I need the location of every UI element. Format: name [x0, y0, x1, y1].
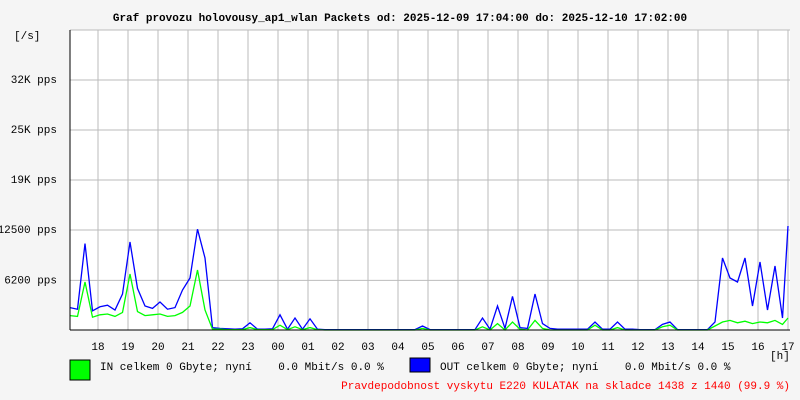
x-tick-label: 09 — [541, 342, 554, 354]
y-unit: [/s] — [14, 31, 40, 43]
chart-title: Graf provozu holovousy_ap1_wlan Packets … — [113, 13, 687, 25]
x-tick-label: 07 — [481, 342, 494, 354]
legend-swatch — [409, 357, 431, 373]
x-tick-label: 10 — [571, 342, 584, 354]
x-tick-label: 21 — [181, 342, 195, 354]
x-tick-label: 23 — [241, 342, 254, 354]
x-tick-label: 04 — [391, 342, 405, 354]
x-tick-label: 06 — [451, 342, 464, 354]
x-tick-label: 19 — [121, 342, 134, 354]
x-tick-label: 05 — [421, 342, 434, 354]
x-tick-label: 15 — [721, 342, 734, 354]
y-tick-label: 32K pps — [11, 75, 57, 87]
x-tick-label: 16 — [751, 342, 764, 354]
y-tick-label: 6200 pps — [4, 275, 57, 287]
footer-note: Pravdepodobnost vyskytu E220 KULATAK na … — [341, 381, 790, 393]
x-tick-label: 11 — [601, 342, 615, 354]
legend-label: IN celkem 0 Gbyte; nyní 0.0 Mbit/s 0.0 % — [100, 362, 384, 374]
x-tick-label: 12 — [631, 342, 644, 354]
x-tick-label: 17 — [781, 342, 794, 354]
x-tick-label: 00 — [271, 342, 284, 354]
x-tick-label: 20 — [151, 342, 164, 354]
legend-label: OUT celkem 0 Gbyte; nyní 0.0 Mbit/s 0.0 … — [440, 362, 731, 374]
x-tick-label: 14 — [691, 342, 705, 354]
legend-swatch — [69, 359, 91, 381]
x-tick-label: 22 — [211, 342, 224, 354]
x-tick-label: 18 — [91, 342, 104, 354]
y-tick-label: 19K pps — [11, 175, 57, 187]
x-tick-label: 13 — [661, 342, 674, 354]
x-tick-label: 08 — [511, 342, 524, 354]
x-tick-label: 02 — [331, 342, 344, 354]
y-tick-label: 12500 pps — [0, 225, 57, 237]
x-tick-label: 03 — [361, 342, 374, 354]
y-tick-label: 25K pps — [11, 125, 57, 137]
x-unit: [h] — [770, 351, 790, 363]
x-tick-label: 01 — [301, 342, 315, 354]
